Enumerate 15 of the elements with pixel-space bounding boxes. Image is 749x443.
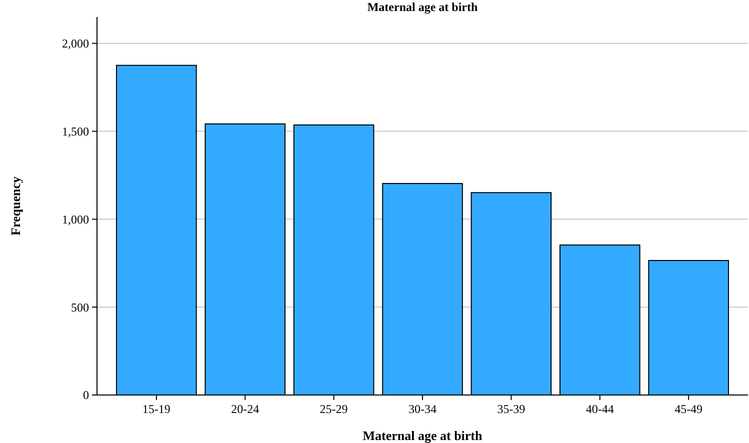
- x-axis-title: Maternal age at birth: [362, 428, 484, 443]
- x-tick-label: 30-34: [408, 402, 436, 416]
- y-axis-title: Frequency: [8, 176, 23, 236]
- x-tick-label: 15-19: [142, 402, 170, 416]
- x-tick-label: 20-24: [231, 402, 260, 416]
- x-tick-label: 45-49: [674, 402, 703, 416]
- y-tick-label: 500: [71, 300, 89, 314]
- y-tick-label: 1,000: [62, 212, 89, 226]
- y-tick-label: 2,000: [62, 36, 89, 51]
- y-tick-label: 1,500: [62, 124, 89, 138]
- y-tick-label: 0: [83, 388, 89, 402]
- x-tick-label: 35-39: [497, 402, 526, 416]
- x-tick-label: 40-44: [586, 402, 614, 416]
- chart-title: Maternal age at birth: [367, 0, 478, 14]
- x-tick-label: 25-29: [320, 402, 348, 416]
